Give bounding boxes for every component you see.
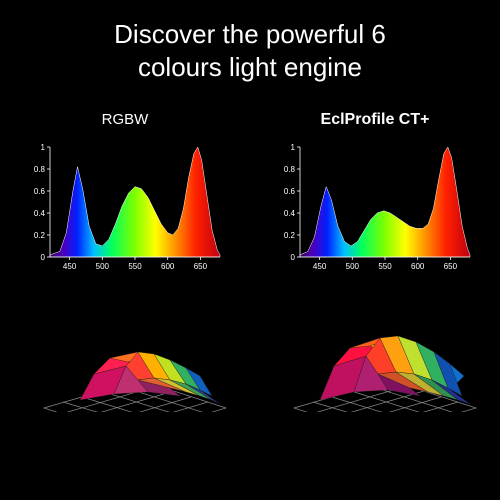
svg-text:550: 550 <box>378 262 392 271</box>
svg-text:450: 450 <box>63 262 77 271</box>
surface-rgbw <box>20 292 230 412</box>
spectral-chart-rgbw: 0 0.2 0.4 0.6 0.8 1 450 500 550 600 650 <box>20 139 230 274</box>
svg-text:0.6: 0.6 <box>284 187 296 196</box>
svg-text:650: 650 <box>444 262 458 271</box>
svg-text:0.4: 0.4 <box>34 209 46 218</box>
svg-text:550: 550 <box>128 262 142 271</box>
label-ctplus: EclProfile CT+ <box>250 111 500 129</box>
title-line-2: colours light engine <box>0 51 500 84</box>
svg-text:0.6: 0.6 <box>34 187 46 196</box>
svg-text:450: 450 <box>313 262 327 271</box>
page: { "title": { "line1": "Discover the powe… <box>0 0 500 500</box>
spectral-chart-ctplus: 0 0.2 0.4 0.6 0.8 1 450 500 550 600 650 <box>270 139 480 274</box>
surfaces-row <box>0 292 500 412</box>
svg-text:0.8: 0.8 <box>34 165 46 174</box>
svg-text:0: 0 <box>41 253 46 262</box>
svg-text:500: 500 <box>346 262 360 271</box>
svg-text:650: 650 <box>194 262 208 271</box>
surface-ctplus <box>270 292 480 412</box>
svg-text:500: 500 <box>96 262 110 271</box>
svg-text:0.4: 0.4 <box>284 209 296 218</box>
svg-text:1: 1 <box>291 143 296 152</box>
page-title: Discover the powerful 6 colours light en… <box>0 0 500 83</box>
svg-text:600: 600 <box>411 262 425 271</box>
labels-row: RGBW EclProfile CT+ <box>0 111 500 129</box>
title-line-1: Discover the powerful 6 <box>0 18 500 51</box>
svg-text:600: 600 <box>161 262 175 271</box>
svg-text:0.8: 0.8 <box>284 165 296 174</box>
svg-text:0.2: 0.2 <box>34 231 46 240</box>
label-rgbw: RGBW <box>0 111 250 129</box>
svg-text:0: 0 <box>291 253 296 262</box>
svg-text:0.2: 0.2 <box>284 231 296 240</box>
spectral-charts-row: 0 0.2 0.4 0.6 0.8 1 450 500 550 600 650 0 0.2 0.4 0.6… <box>0 139 500 274</box>
svg-text:1: 1 <box>41 143 46 152</box>
